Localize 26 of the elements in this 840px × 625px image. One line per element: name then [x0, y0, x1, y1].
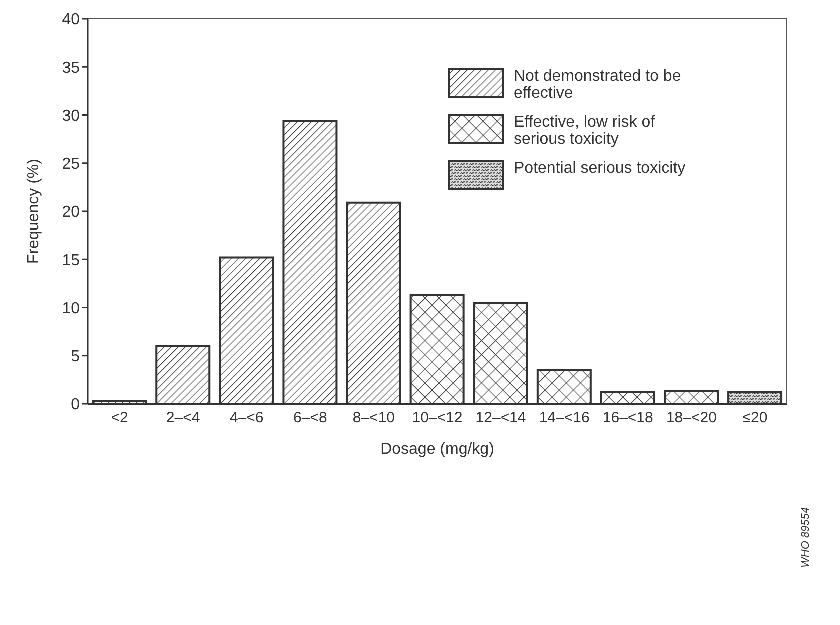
y-tick-label: 40 [62, 12, 80, 29]
x-tick-label: 16–<18 [602, 410, 654, 427]
y-tick-label: 0 [71, 396, 80, 414]
x-tick-label: 14–<16 [539, 410, 590, 427]
y-tick-label: 35 [62, 60, 80, 77]
y-tick-label: 10 [62, 300, 80, 318]
y-tick-label: 5 [71, 348, 80, 366]
legend-label: Effective, low risk of serious toxicity [514, 114, 656, 148]
legend-label: Not demonstrated to be effective [514, 68, 682, 102]
x-tick-label: ≤20 [742, 410, 768, 427]
y-axis-title: Frequency (%) [26, 159, 43, 264]
y-tick-label: 20 [62, 204, 80, 222]
y-tick-label: 30 [62, 108, 80, 125]
x-tick-label: 2–<4 [166, 410, 200, 427]
x-tick-label: 4–<6 [230, 410, 264, 427]
x-tick-label: 10–<12 [412, 410, 463, 427]
x-axis-title: Dosage (mg/kg) [380, 441, 494, 458]
x-tick-label: 18–<20 [666, 410, 717, 427]
x-tick-label: 8–<10 [352, 410, 396, 427]
legend-label: Potential serious toxicity [514, 160, 687, 177]
figure-code: WHO 89554 [800, 507, 812, 568]
x-tick-label: <2 [111, 410, 128, 427]
x-tick-label: 6–<8 [294, 410, 328, 427]
x-tick-label: 12–<14 [476, 410, 526, 427]
y-tick-label: 25 [62, 156, 80, 174]
y-tick-label: 15 [62, 252, 80, 270]
